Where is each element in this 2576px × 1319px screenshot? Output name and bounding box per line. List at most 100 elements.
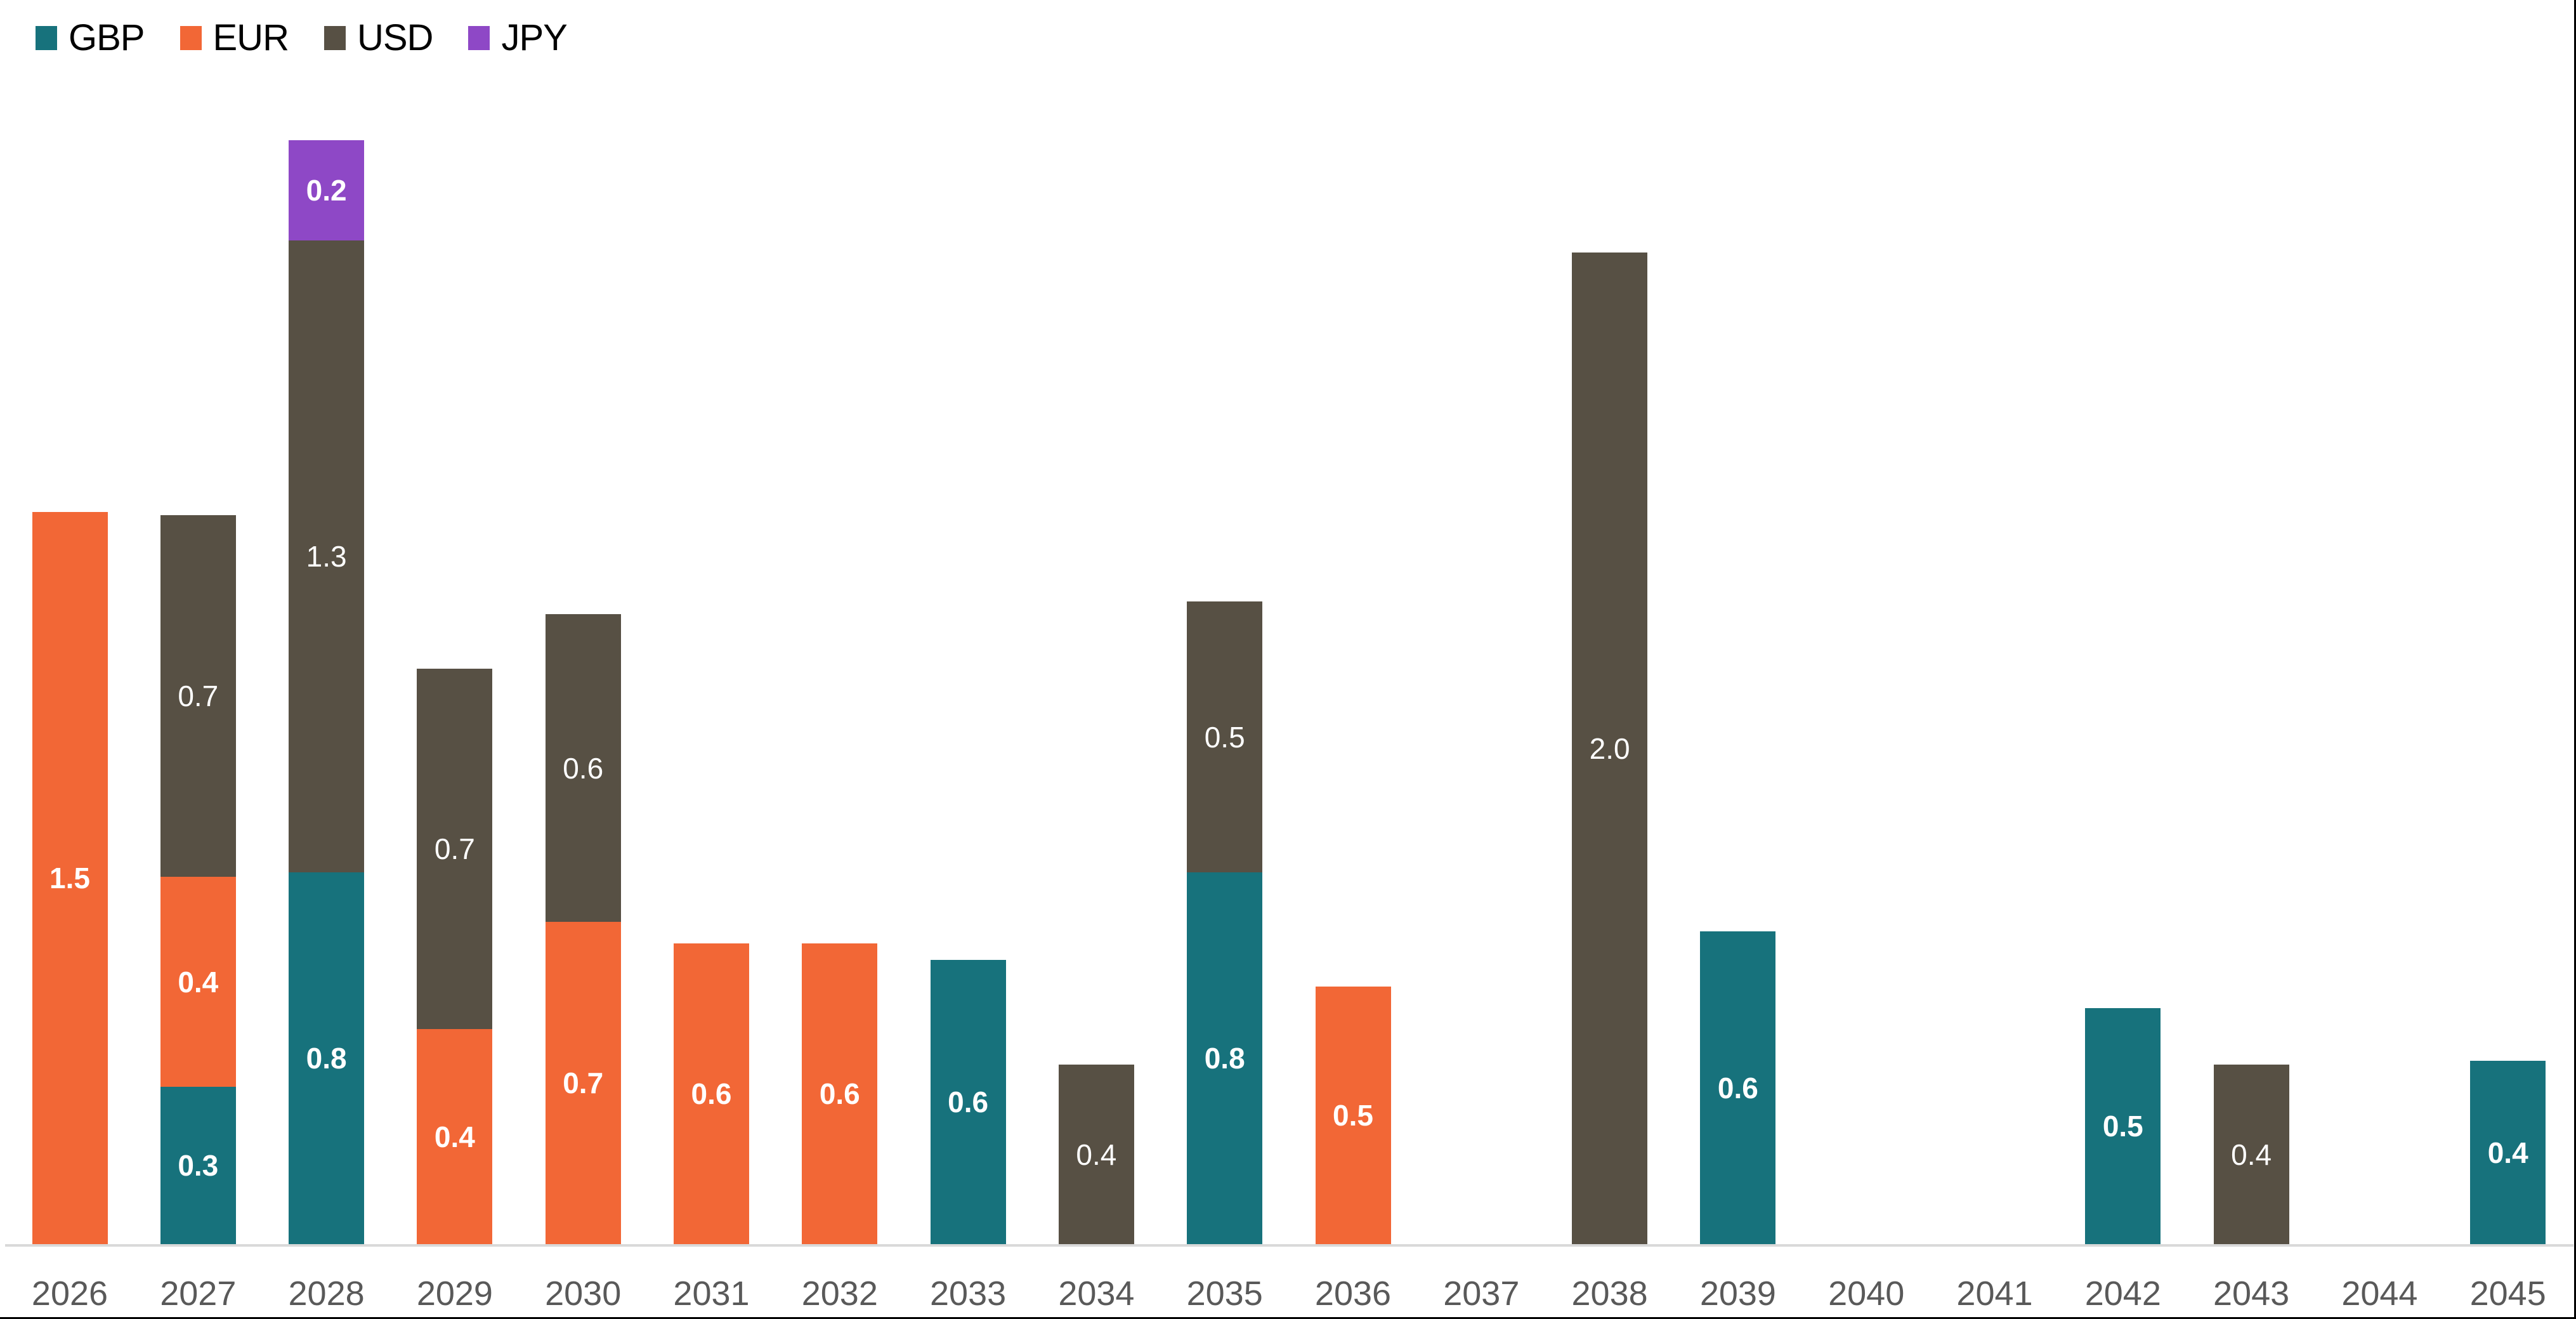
data-label: 0.5	[1333, 1099, 1373, 1132]
data-label: 0.6	[1717, 1071, 1758, 1105]
bar-segment-gbp-2027: 0.3	[160, 1087, 236, 1244]
bar-2035: 0.8 0.5	[1187, 601, 1263, 1244]
x-tick-label: 2045	[2469, 1275, 2546, 1313]
data-label: 0.2	[306, 174, 347, 207]
x-tick-label: 2032	[801, 1275, 878, 1313]
x-tick-label: 2035	[1186, 1275, 1263, 1313]
x-tick-label: 2026	[31, 1275, 108, 1313]
bar-segment-eur-2031: 0.6	[674, 943, 749, 1244]
bar-segment-jpy-2028: 0.2	[289, 140, 365, 240]
data-label: 0.4	[2231, 1138, 2272, 1171]
bar-segment-gbp-2039: 0.6	[1700, 931, 1776, 1244]
x-tick-label: 2039	[1699, 1275, 1776, 1313]
legend-label-gbp: GBP	[69, 17, 145, 58]
bar-segment-eur-2030: 0.7	[545, 922, 621, 1244]
bar-2038: 2.0	[1572, 253, 1648, 1244]
bar-segment-usd-2027: 0.7	[160, 515, 236, 877]
data-label: 0.8	[306, 1042, 347, 1075]
bar-segment-gbp-2035: 0.8	[1187, 872, 1263, 1244]
legend-item-jpy: JPY	[468, 17, 568, 58]
bar-segment-usd-2028: 1.3	[289, 240, 365, 872]
bar-2034: 0.4	[1058, 1065, 1134, 1244]
x-tick-label: 2038	[1571, 1275, 1648, 1313]
bar-segment-eur-2036: 0.5	[1315, 987, 1391, 1244]
chart-legend: GBP EUR USD JPY	[36, 19, 603, 57]
legend-item-gbp: GBP	[36, 19, 145, 57]
bar-segment-eur-2032: 0.6	[802, 943, 878, 1244]
data-label: 0.6	[691, 1077, 732, 1110]
data-label: 0.5	[1204, 720, 1245, 754]
x-tick-label: 2031	[673, 1275, 750, 1313]
x-tick-label: 2028	[288, 1275, 365, 1313]
data-label: 2.0	[1589, 732, 1630, 765]
bar-segment-usd-2034: 0.4	[1058, 1065, 1134, 1244]
legend-item-eur: EUR	[180, 19, 289, 57]
bar-2042: 0.5	[2085, 1008, 2161, 1244]
x-tick-label: 2043	[2213, 1275, 2290, 1313]
data-label: 0.8	[1204, 1042, 1245, 1075]
bar-segment-usd-2043: 0.4	[2213, 1065, 2289, 1244]
bar-segment-usd-2038: 2.0	[1572, 253, 1648, 1244]
bar-2030: 0.7 0.6	[545, 614, 621, 1244]
bar-segment-usd-2029: 0.7	[417, 669, 493, 1029]
legend-swatch-eur	[180, 26, 202, 50]
legend-label-jpy: JPY	[501, 17, 567, 58]
data-label: 0.7	[563, 1066, 604, 1099]
bar-2029: 0.4 0.7	[417, 669, 493, 1244]
frame-border-bottom	[0, 1317, 2576, 1319]
x-tick-label: 2036	[1314, 1275, 1392, 1313]
legend-label-eur: EUR	[212, 17, 289, 58]
bar-segment-usd-2030: 0.6	[545, 614, 621, 922]
x-tick-label: 2044	[2341, 1275, 2418, 1313]
data-label: 0.5	[2102, 1110, 2143, 1143]
legend-swatch-jpy	[468, 26, 490, 50]
bar-segment-eur-2026: 1.5	[32, 512, 108, 1244]
bar-2043: 0.4	[2213, 1065, 2289, 1244]
legend-label-usd: USD	[356, 17, 433, 58]
data-label: 1.3	[306, 540, 347, 573]
data-label: 0.6	[563, 751, 604, 785]
bar-2031: 0.6	[674, 943, 749, 1244]
data-label: 0.6	[948, 1086, 989, 1119]
bar-segment-gbp-2042: 0.5	[2085, 1008, 2161, 1244]
bar-2033: 0.6	[930, 960, 1006, 1244]
bar-segment-gbp-2028: 0.8	[289, 872, 365, 1244]
bar-2045: 0.4	[2470, 1061, 2546, 1244]
bar-segment-usd-2035: 0.5	[1187, 601, 1263, 872]
x-tick-label: 2027	[160, 1275, 237, 1313]
bar-segment-gbp-2033: 0.6	[930, 960, 1006, 1244]
bar-2036: 0.5	[1315, 987, 1391, 1244]
data-label: 0.4	[2487, 1136, 2528, 1169]
data-label: 0.4	[178, 965, 219, 999]
x-tick-label: 2042	[2084, 1275, 2161, 1313]
legend-item-usd: USD	[324, 19, 433, 57]
frame-border-right	[2574, 0, 2576, 1319]
data-label: 0.6	[819, 1077, 860, 1110]
data-label: 0.4	[434, 1120, 475, 1153]
data-label: 0.3	[178, 1149, 219, 1182]
bar-segment-gbp-2045: 0.4	[2470, 1061, 2546, 1244]
x-tick-label: 2029	[416, 1275, 493, 1313]
x-tick-label: 2037	[1443, 1275, 1520, 1313]
legend-swatch-gbp	[36, 26, 57, 50]
x-tick-label: 2041	[1956, 1275, 2033, 1313]
bar-2027: 0.3 0.4 0.7	[160, 515, 236, 1244]
bar-segment-eur-2029: 0.4	[417, 1029, 493, 1244]
legend-swatch-usd	[324, 26, 346, 50]
data-label: 1.5	[49, 862, 90, 895]
data-label: 0.4	[1076, 1138, 1117, 1171]
x-tick-label: 2030	[545, 1275, 622, 1313]
bar-2032: 0.6	[802, 943, 878, 1244]
data-label: 0.7	[434, 832, 475, 865]
bar-2028: 0.8 1.3 0.2	[289, 140, 365, 1244]
x-tick-label: 2033	[930, 1275, 1007, 1313]
bar-2039: 0.6	[1700, 931, 1776, 1244]
x-tick-label: 2040	[1828, 1275, 1905, 1313]
bar-segment-eur-2027: 0.4	[160, 877, 236, 1087]
x-axis-line	[5, 1244, 2573, 1247]
data-label: 0.7	[178, 679, 219, 712]
bar-2026: 1.5	[32, 512, 108, 1244]
x-tick-label: 2034	[1058, 1275, 1135, 1313]
